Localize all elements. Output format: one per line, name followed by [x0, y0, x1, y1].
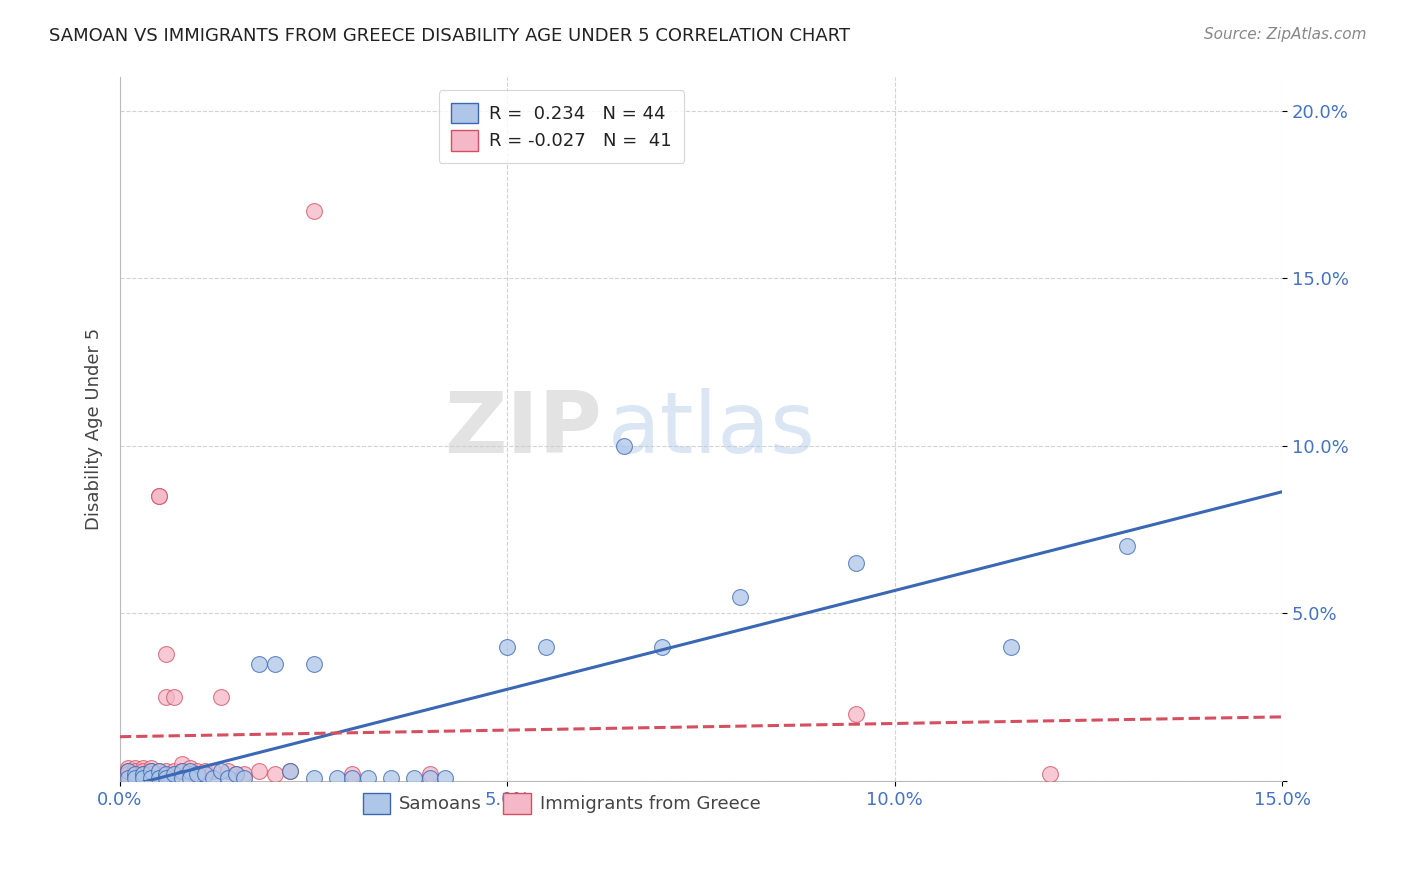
Point [155, 690, 177, 705]
Point [139, 771, 162, 785]
Point [117, 767, 139, 781]
Point [728, 590, 751, 604]
Point [170, 757, 193, 772]
Point [139, 764, 162, 778]
Point [179, 767, 201, 781]
Point [302, 204, 325, 219]
Point [326, 771, 349, 785]
Point [845, 706, 868, 721]
Point [357, 771, 380, 785]
Point [179, 764, 201, 778]
Point [225, 767, 247, 781]
Legend: Samoans, Immigrants from Greece: Samoans, Immigrants from Greece [352, 782, 770, 825]
Point [117, 764, 139, 778]
Point [132, 771, 155, 785]
Point [232, 767, 254, 781]
Point [163, 764, 186, 778]
Point [117, 764, 139, 778]
Text: Source: ZipAtlas.com: Source: ZipAtlas.com [1204, 27, 1367, 42]
Point [534, 640, 557, 654]
Point [186, 767, 208, 781]
Point [209, 690, 232, 705]
Point [148, 771, 170, 785]
Point [124, 771, 146, 785]
Point [139, 761, 162, 775]
Point [132, 771, 155, 785]
Point [132, 764, 155, 778]
Point [155, 764, 177, 778]
Point [1000, 640, 1022, 654]
Point [404, 771, 426, 785]
Point [117, 761, 139, 775]
Point [209, 764, 232, 778]
Point [155, 771, 177, 785]
Point [419, 771, 441, 785]
Point [163, 690, 186, 705]
Point [155, 647, 177, 661]
Point [217, 771, 239, 785]
Point [845, 556, 868, 570]
Point [170, 764, 193, 778]
Point [179, 761, 201, 775]
Point [132, 761, 155, 775]
Point [302, 771, 325, 785]
Point [1039, 767, 1062, 781]
Point [232, 771, 254, 785]
Point [139, 764, 162, 778]
Text: SAMOAN VS IMMIGRANTS FROM GREECE DISABILITY AGE UNDER 5 CORRELATION CHART: SAMOAN VS IMMIGRANTS FROM GREECE DISABIL… [49, 27, 851, 45]
Point [651, 640, 673, 654]
Point [496, 640, 519, 654]
Point [380, 771, 402, 785]
Point [194, 767, 217, 781]
Point [264, 767, 287, 781]
Point [186, 764, 208, 778]
Point [302, 657, 325, 671]
Point [280, 764, 302, 778]
Point [280, 764, 302, 778]
Point [201, 771, 224, 785]
Point [132, 767, 155, 781]
Point [201, 764, 224, 778]
Y-axis label: Disability Age Under 5: Disability Age Under 5 [86, 328, 103, 531]
Point [148, 764, 170, 778]
Text: ZIP: ZIP [444, 388, 602, 471]
Point [148, 489, 170, 503]
Point [217, 764, 239, 778]
Point [342, 771, 364, 785]
Point [264, 657, 287, 671]
Text: atlas: atlas [607, 388, 815, 471]
Point [124, 764, 146, 778]
Point [124, 767, 146, 781]
Point [434, 771, 457, 785]
Point [170, 764, 193, 778]
Point [249, 657, 271, 671]
Point [342, 767, 364, 781]
Point [148, 764, 170, 778]
Point [139, 767, 162, 781]
Point [170, 771, 193, 785]
Point [249, 764, 271, 778]
Point [132, 767, 155, 781]
Point [148, 489, 170, 503]
Point [1116, 540, 1139, 554]
Point [163, 767, 186, 781]
Point [186, 767, 208, 781]
Point [117, 771, 139, 785]
Point [179, 771, 201, 785]
Point [225, 767, 247, 781]
Point [612, 439, 634, 453]
Point [155, 767, 177, 781]
Point [194, 764, 217, 778]
Point [124, 761, 146, 775]
Point [124, 767, 146, 781]
Point [419, 767, 441, 781]
